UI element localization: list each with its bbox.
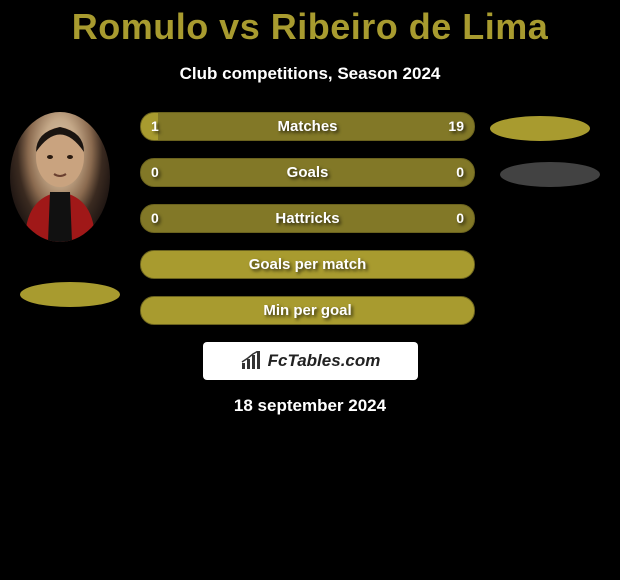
stat-label: Goals per match — [141, 251, 474, 278]
chart-icon — [240, 351, 264, 371]
player-right-badge-oval-1 — [490, 116, 590, 141]
avatar-placeholder-icon — [10, 112, 110, 242]
footer-brand-text: FcTables.com — [268, 351, 381, 371]
stat-label: Matches — [141, 113, 474, 140]
player-right-badge-oval-2 — [500, 162, 600, 187]
stat-label: Goals — [141, 159, 474, 186]
date-text: 18 september 2024 — [0, 396, 620, 416]
stat-label: Min per goal — [141, 297, 474, 324]
player-left-avatar — [10, 112, 110, 242]
stat-bar: Min per goal — [140, 296, 475, 325]
comparison-content: 119Matches 00Goals 00Hattricks Goals per ma… — [0, 112, 620, 325]
stat-bar: 119Matches — [140, 112, 475, 141]
footer-brand-badge: FcTables.com — [203, 342, 418, 380]
stat-label: Hattricks — [141, 205, 474, 232]
page-subtitle: Club competitions, Season 2024 — [0, 64, 620, 84]
stat-bar: Goals per match — [140, 250, 475, 279]
stats-bars: 119Matches 00Goals 00Hattricks Goals per ma… — [140, 112, 475, 325]
page-title: Romulo vs Ribeiro de Lima — [0, 0, 620, 48]
player-left-badge-oval — [20, 282, 120, 307]
stat-bar: 00Hattricks — [140, 204, 475, 233]
stat-bar: 00Goals — [140, 158, 475, 187]
